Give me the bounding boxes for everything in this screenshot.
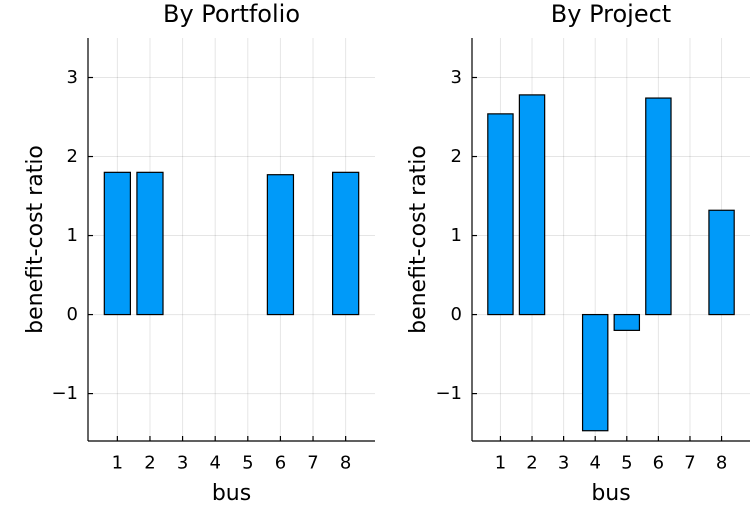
x-tick-label: 2 (144, 453, 155, 474)
bar (581, 313, 609, 432)
y-tick-label: −1 (51, 383, 78, 404)
x-axis-label: bus (591, 481, 630, 506)
gridlines (472, 38, 750, 441)
bar (645, 97, 672, 316)
x-axis-label: bus (212, 481, 251, 506)
bar (518, 94, 546, 316)
bar (266, 174, 295, 316)
bar (708, 209, 735, 316)
bar (332, 171, 360, 316)
x-tick-label: 4 (209, 453, 220, 474)
x-tick-label: 7 (307, 453, 318, 474)
bar (613, 313, 641, 331)
x-tick-label: 4 (589, 453, 600, 474)
bar (103, 171, 131, 316)
y-axis-label: benefit-cost ratio (406, 145, 431, 334)
bar (136, 171, 164, 316)
y-tick-label: 2 (451, 146, 462, 167)
x-tick-label: 7 (684, 453, 695, 474)
x-tick-label: 1 (495, 453, 506, 474)
panel-by-project: By Project bus benefit-cost ratio −10123… (406, 0, 750, 506)
gridlines (88, 38, 375, 441)
y-axis-label: benefit-cost ratio (23, 145, 48, 334)
y-tick-label: 2 (67, 146, 78, 167)
panel-by-portfolio: By Portfolio bus benefit-cost ratio −1 0 1… (23, 0, 375, 506)
chart-title: By Portfolio (163, 0, 300, 28)
x-tick-label: 5 (621, 453, 632, 474)
x-tick-label: 3 (558, 453, 569, 474)
x-tick-label: 6 (653, 453, 664, 474)
y-tick-label: 3 (451, 67, 462, 88)
y-tick-label: 0 (67, 304, 78, 325)
y-tick-label: 1 (451, 225, 462, 246)
bar (487, 113, 514, 316)
x-tick-label: 3 (177, 453, 188, 474)
y-tick-label: 1 (67, 225, 78, 246)
x-tick-label: 5 (242, 453, 253, 474)
y-tick-label: 0 (451, 304, 462, 325)
x-tick-label: 2 (526, 453, 537, 474)
x-tick-label: 8 (340, 453, 351, 474)
x-tick-label: 6 (275, 453, 286, 474)
y-tick-label: −1 (435, 383, 462, 404)
chart-title: By Project (551, 0, 671, 28)
x-tick-label: 1 (112, 453, 123, 474)
y-tick-label: 3 (67, 67, 78, 88)
x-tick-label: 8 (716, 453, 727, 474)
